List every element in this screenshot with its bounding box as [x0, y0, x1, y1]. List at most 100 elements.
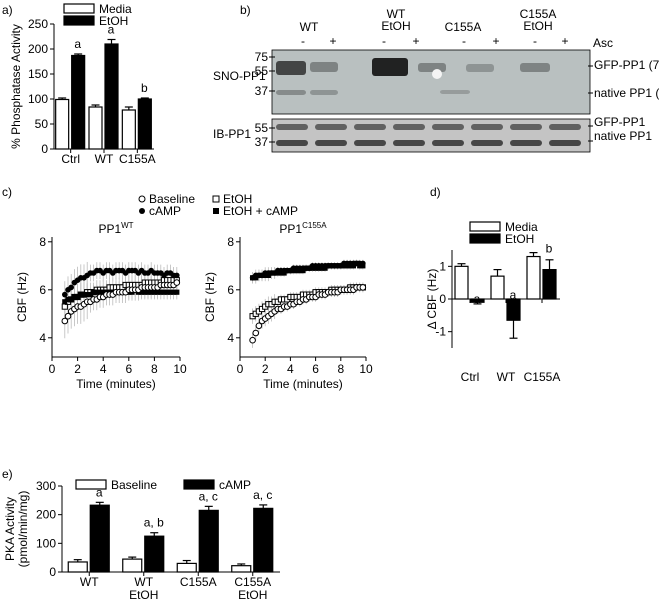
data-point-baseline [359, 284, 367, 291]
data-point-etoh-camp [84, 292, 90, 298]
x-axis-label: Time (minutes) [76, 377, 156, 391]
y-tick-label: 0 [439, 292, 446, 306]
asc-sign: + [329, 34, 336, 48]
bar-media [88, 106, 103, 150]
panel-letter: b) [240, 3, 251, 17]
ib-native-band [549, 140, 581, 146]
y-tick-label: 200 [36, 508, 56, 522]
bar-etoh [104, 43, 119, 150]
x-tick-label: WT [497, 370, 516, 384]
ib-gfp-band [315, 124, 347, 130]
bar-baseline [231, 565, 252, 573]
legend-swatch [469, 221, 501, 232]
native-pp1-band [276, 90, 306, 95]
data-point-etoh-camp [142, 289, 148, 295]
bar-baseline [176, 562, 197, 573]
data-point-etoh-camp [100, 289, 106, 295]
data-point-etoh-camp [91, 289, 97, 295]
x-tick-label: 10 [173, 362, 187, 376]
gfp-pp1-band [372, 58, 408, 76]
data-point-camp [68, 284, 74, 291]
ib-native-band [432, 140, 464, 146]
asc-sign: - [301, 34, 305, 48]
ib-blot-label: IB-PP1 [213, 127, 251, 141]
sno-blot [272, 50, 590, 114]
asc-sign: + [412, 34, 419, 48]
bar-media [454, 265, 469, 300]
ib-gfp-band [432, 124, 464, 130]
data-point-baseline [252, 329, 260, 337]
ib-gfp-band [354, 124, 386, 130]
data-point-baseline [249, 336, 256, 344]
asc-sign: - [462, 34, 466, 48]
y-tick-label: 100 [36, 536, 56, 550]
ib-gfp-band [471, 124, 503, 130]
sno-blot-label: SNO-PP1 [213, 69, 266, 83]
legend-marker-etoh-camp [213, 208, 219, 214]
mw-marker: 37 [255, 135, 269, 149]
legend-swatch [63, 3, 95, 14]
ib-native-band [471, 140, 503, 146]
data-point-baseline [255, 322, 263, 330]
y-axis-label: (pmol/min/mg) [16, 491, 30, 568]
bar-baseline [122, 558, 143, 573]
gfp-pp1-band [418, 63, 446, 72]
x-tick-label: 8 [337, 362, 344, 376]
ib-blot-frame [271, 118, 591, 153]
data-point-etoh-camp [75, 294, 81, 300]
band-label: GFP-PP1 [594, 115, 646, 129]
data-point-etoh-camp [139, 289, 145, 295]
y-tick-label: 50 [35, 117, 49, 131]
panel-letter: c) [2, 185, 12, 199]
y-tick-label: 4 [227, 331, 234, 345]
panel-letter: a) [2, 3, 13, 17]
significance-label: a [108, 23, 115, 37]
ib-blot [272, 119, 590, 152]
x-tick-label: C155A [234, 575, 271, 589]
data-point-etoh-camp [65, 296, 71, 302]
x-tick-label: Ctrl [61, 152, 80, 166]
data-point-etoh-camp [145, 289, 151, 295]
legend-label: EtOH [223, 192, 252, 206]
y-tick-label: -1 [435, 325, 446, 339]
x-tick-label: C155A [180, 575, 217, 589]
y-tick-label: 0 [49, 565, 56, 579]
bar-etoh [137, 98, 152, 150]
native-pp1-band [310, 90, 338, 95]
band-label: GFP-PP1 (70 kDa) [594, 58, 659, 72]
y-axis-label: % Phosphatase Activity [9, 24, 23, 149]
ib-native-band [510, 140, 542, 146]
bar-camp [89, 504, 110, 573]
y-tick-label: 200 [28, 42, 48, 56]
y-tick-label: 4 [39, 331, 46, 345]
legend-swatch [75, 479, 107, 490]
x-tick-label: 6 [312, 362, 319, 376]
x-tick-label: C155A [119, 152, 156, 166]
significance-label: a [96, 485, 103, 499]
sno-blot-frame [271, 49, 591, 115]
legend-marker-camp [139, 208, 145, 214]
asc-sign: + [561, 34, 568, 48]
legend-label: cAMP [219, 478, 251, 492]
ib-gfp-band [393, 124, 425, 130]
data-point-etoh-camp [68, 296, 74, 302]
x-tick-label: 4 [287, 362, 294, 376]
y-axis-label: CBF (Hz) [203, 272, 217, 322]
data-point-etoh-camp [171, 289, 177, 295]
legend-marker-baseline [138, 195, 146, 203]
legend-label: Media [99, 2, 132, 16]
x-tick-label: EtOH [238, 588, 267, 599]
gfp-pp1-band [276, 61, 306, 75]
bar-media [55, 98, 70, 150]
mw-marker: 75 [255, 50, 269, 64]
ib-gfp-band [276, 124, 308, 130]
data-point-etoh-camp [87, 292, 93, 298]
y-tick-label: 150 [28, 67, 48, 81]
data-point-etoh-camp [151, 289, 157, 295]
data-point-baseline [173, 279, 181, 286]
bar-camp [198, 509, 219, 573]
y-tick-label: 8 [39, 235, 46, 249]
asc-sign: + [492, 34, 499, 48]
data-point-baseline [64, 312, 72, 320]
gfp-pp1-band [310, 62, 338, 72]
